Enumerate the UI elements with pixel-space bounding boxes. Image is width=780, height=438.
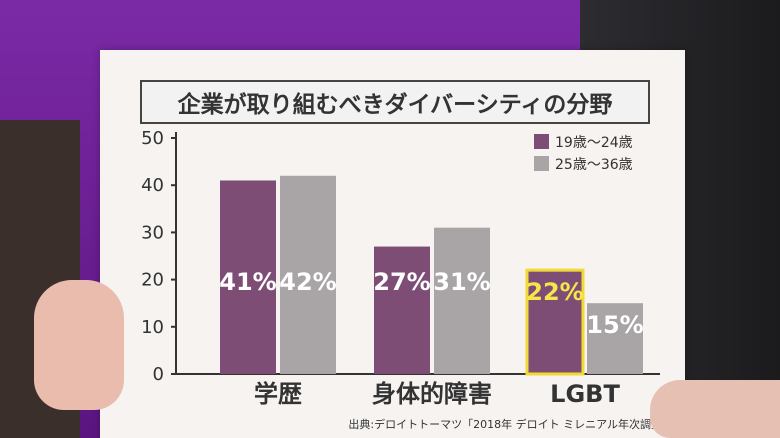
x-category-label: LGBT [550, 380, 620, 408]
bar-data-label: 42% [279, 268, 336, 296]
x-category-label: 学歴 [254, 380, 302, 408]
legend-swatch [534, 134, 549, 149]
bar-chart: 0 10 20 30 40 50 41% 42% 学歴 27% 31% 身体的障害 22%15% LGBT… [141, 128, 660, 408]
bar-data-label: 15% [586, 311, 643, 339]
y-tick-label: 0 [153, 364, 164, 385]
bar-data-label: 31% [433, 268, 490, 296]
source-note: 出典:デロイトトーマツ「2018年 デロイト ミレニアル年次調査」 [348, 418, 673, 431]
bar-older [280, 175, 336, 374]
bar-younger [525, 268, 585, 376]
bar-younger [220, 180, 276, 374]
legend-swatch [534, 156, 549, 171]
left-hand [34, 280, 124, 410]
legend-label: 25歳〜36歳 [555, 157, 633, 173]
bar-older [587, 303, 643, 374]
right-hand [650, 380, 780, 438]
bar-data-label: 41% [219, 268, 276, 296]
chart-title: 企業が取り組むべきダイバーシティの分野 [177, 92, 613, 118]
bar-younger [374, 246, 430, 374]
bar-data-label: 22% [526, 278, 583, 306]
bar-older [434, 227, 490, 374]
chart-board: 企業が取り組むべきダイバーシティの分野 0 10 20 30 40 50 41% 42% 学歴 2… [100, 50, 685, 438]
bar-data-label: 27% [373, 268, 430, 296]
legend-label: 19歳〜24歳 [555, 135, 633, 151]
title-box: 企業が取り組むべきダイバーシティの分野 [140, 80, 650, 124]
y-tick-label: 40 [141, 175, 164, 196]
y-tick-label: 30 [141, 222, 164, 243]
y-tick-label: 10 [141, 317, 164, 338]
y-tick-label: 20 [141, 270, 164, 291]
y-tick-label: 50 [141, 128, 164, 149]
x-category-label: 身体的障害 [372, 380, 492, 408]
